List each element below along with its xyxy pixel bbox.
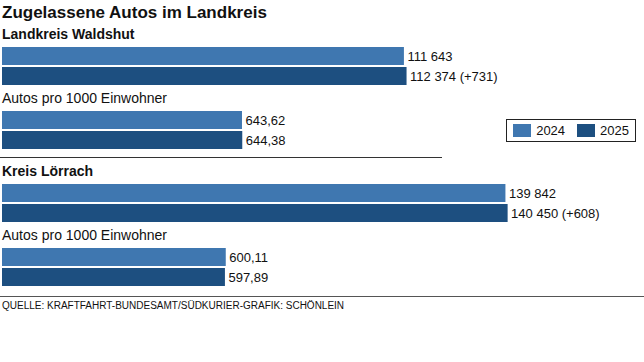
svg-text:643,62: 643,62	[245, 113, 285, 128]
svg-text:597,89: 597,89	[228, 270, 268, 285]
html-text:Zugelassene Autos im Landkreis: Zugelassene Autos im Landkreis	[2, 3, 267, 22]
svg-text:644,38: 644,38	[246, 133, 286, 148]
svg-text:140 450 (+608): 140 450 (+608)	[511, 206, 600, 221]
html-text:Autos pro 1000 Einwohner: Autos pro 1000 Einwohner	[2, 90, 167, 106]
svg-text:111 643: 111 643	[407, 49, 452, 64]
svg-text:112 374 (+731): 112 374 (+731)	[410, 69, 498, 84]
html-text:Autos pro 1000 Einwohner: Autos pro 1000 Einwohner	[2, 227, 167, 243]
html-text:Kreis Lörrach: Kreis Lörrach	[2, 163, 93, 179]
html-text:2024: 2024	[536, 123, 566, 138]
svg-text:139 842: 139 842	[509, 186, 556, 201]
html-text:QUELLE: KRAFTFAHRT-BUNDESAMT/S: QUELLE: KRAFTFAHRT-BUNDESAMT/SÜDKURIER-G…	[2, 300, 345, 311]
html-text:Landkreis Waldshut: Landkreis Waldshut	[2, 26, 135, 42]
html-text:2025: 2025	[600, 123, 629, 138]
svg-text:600,11: 600,11	[229, 250, 268, 265]
